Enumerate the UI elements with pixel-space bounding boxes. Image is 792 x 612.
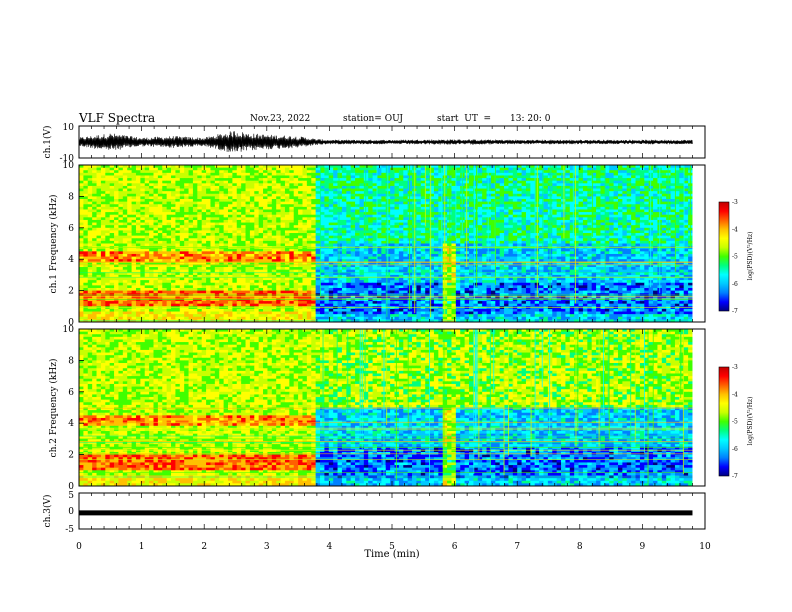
ch2-spectrogram-panel: 0 2 4 6 8 10 ch.2 Frequency (kHz) — [48, 325, 706, 492]
x-tick-label: 6 — [452, 542, 458, 552]
ch3-ytick-bottom: -5 — [65, 525, 74, 535]
ch1-colorbar-gradient — [718, 201, 730, 312]
ch1-spectrogram-panel: 0 2 4 6 8 10 ch.1 Frequency (kHz) — [48, 161, 706, 328]
ch1-colorbar-tick-label: -6 — [732, 281, 738, 288]
ch1-waveform-line — [78, 131, 693, 152]
ch2-ytick-label: 8 — [68, 356, 74, 366]
ch1-ytick-label: 6 — [68, 224, 74, 234]
x-tick-label: 3 — [264, 542, 270, 552]
ch2-colorbar-tick-label: -7 — [732, 473, 738, 480]
ch2-ytick-label: 0 — [68, 482, 74, 492]
ch2-colorbar-label: log(PSD)(V²/Hz) — [747, 397, 754, 446]
ch2-colorbar-tick-label: -4 — [732, 391, 738, 398]
x-tick-label: 1 — [139, 542, 145, 552]
ch2-ytick-label: 10 — [63, 325, 75, 335]
ch1-ytick-top: 10 — [63, 123, 75, 133]
ch1-spectrogram-cells — [79, 165, 705, 323]
ch2-colorbar-gradient — [718, 366, 730, 477]
ch2-colorbar-tick-label: -6 — [732, 446, 738, 453]
ch1-colorbar-tick-label: -5 — [732, 254, 738, 261]
start-label: start UT = — [437, 114, 492, 124]
ch1-colorbar-tick-label: -4 — [732, 226, 738, 233]
ch1-spectrogram-ylabel: ch.1 Frequency (kHz) — [48, 195, 59, 294]
station-label: station= OUJ — [343, 114, 404, 124]
ch3-ytick-top: 5 — [68, 491, 74, 501]
x-tick-label: 5 — [389, 542, 395, 552]
date-label: Nov.23, 2022 — [250, 114, 311, 124]
ch1-colorbar: -3 -4 -5 -6 -7 log(PSD)(V²/Hz) — [718, 199, 754, 315]
x-tick-label: 7 — [514, 542, 520, 552]
ch3-ytick-mid: 0 — [68, 507, 74, 517]
x-tick-label: 0 — [76, 542, 82, 552]
ch1-ytick-bottom: -10 — [60, 154, 75, 164]
ch1-ytick-label: 0 — [68, 318, 74, 328]
x-tick-label: 10 — [699, 542, 711, 552]
ch2-colorbar-tick-label: -5 — [732, 419, 738, 426]
ch2-spectrogram-cells — [79, 329, 705, 487]
ch2-spectrogram-ylabel: ch.2 Frequency (kHz) — [48, 359, 59, 458]
ch2-colorbar: -3 -4 -5 -6 -7 log(PSD)(V²/Hz) — [718, 364, 754, 480]
start-time: 13: 20: 0 — [510, 114, 551, 124]
ch1-ytick-label: 8 — [68, 192, 74, 202]
ch1-waveform-panel: 10 -10 ch.1(V) — [42, 123, 706, 164]
x-tick-label: 2 — [201, 542, 207, 552]
ch3-waveform-panel: 5 0 -5 ch.3(V) — [42, 491, 706, 535]
ch1-waveform-ylabel: ch.1(V) — [42, 126, 53, 159]
x-tick-label: 4 — [327, 542, 333, 552]
x-tick-label: 8 — [577, 542, 583, 552]
ch2-ytick-label: 4 — [68, 419, 74, 429]
x-tick-label: 9 — [640, 542, 646, 552]
chart-title: VLF Spectra — [79, 111, 156, 125]
ch1-colorbar-tick-label: -7 — [732, 308, 738, 315]
ch1-colorbar-tick-label: -3 — [732, 199, 738, 206]
x-axis-ticks — [78, 126, 706, 529]
x-axis-tick-labels: 0 1 2 3 4 5 6 7 8 9 10 — [76, 542, 711, 552]
ch3-waveform-ylabel: ch.3(V) — [42, 495, 53, 528]
ch2-colorbar-tick-label: -3 — [732, 364, 738, 371]
x-axis-label: Time (min) — [364, 549, 419, 560]
ch1-ytick-label: 10 — [63, 161, 75, 171]
ch1-colorbar-label: log(PSD)(V²/Hz) — [747, 232, 754, 281]
ch2-ytick-label: 6 — [68, 388, 74, 398]
ch2-ytick-label: 2 — [68, 451, 74, 461]
ch1-ytick-label: 2 — [68, 287, 74, 297]
ch1-ytick-label: 4 — [68, 255, 74, 265]
